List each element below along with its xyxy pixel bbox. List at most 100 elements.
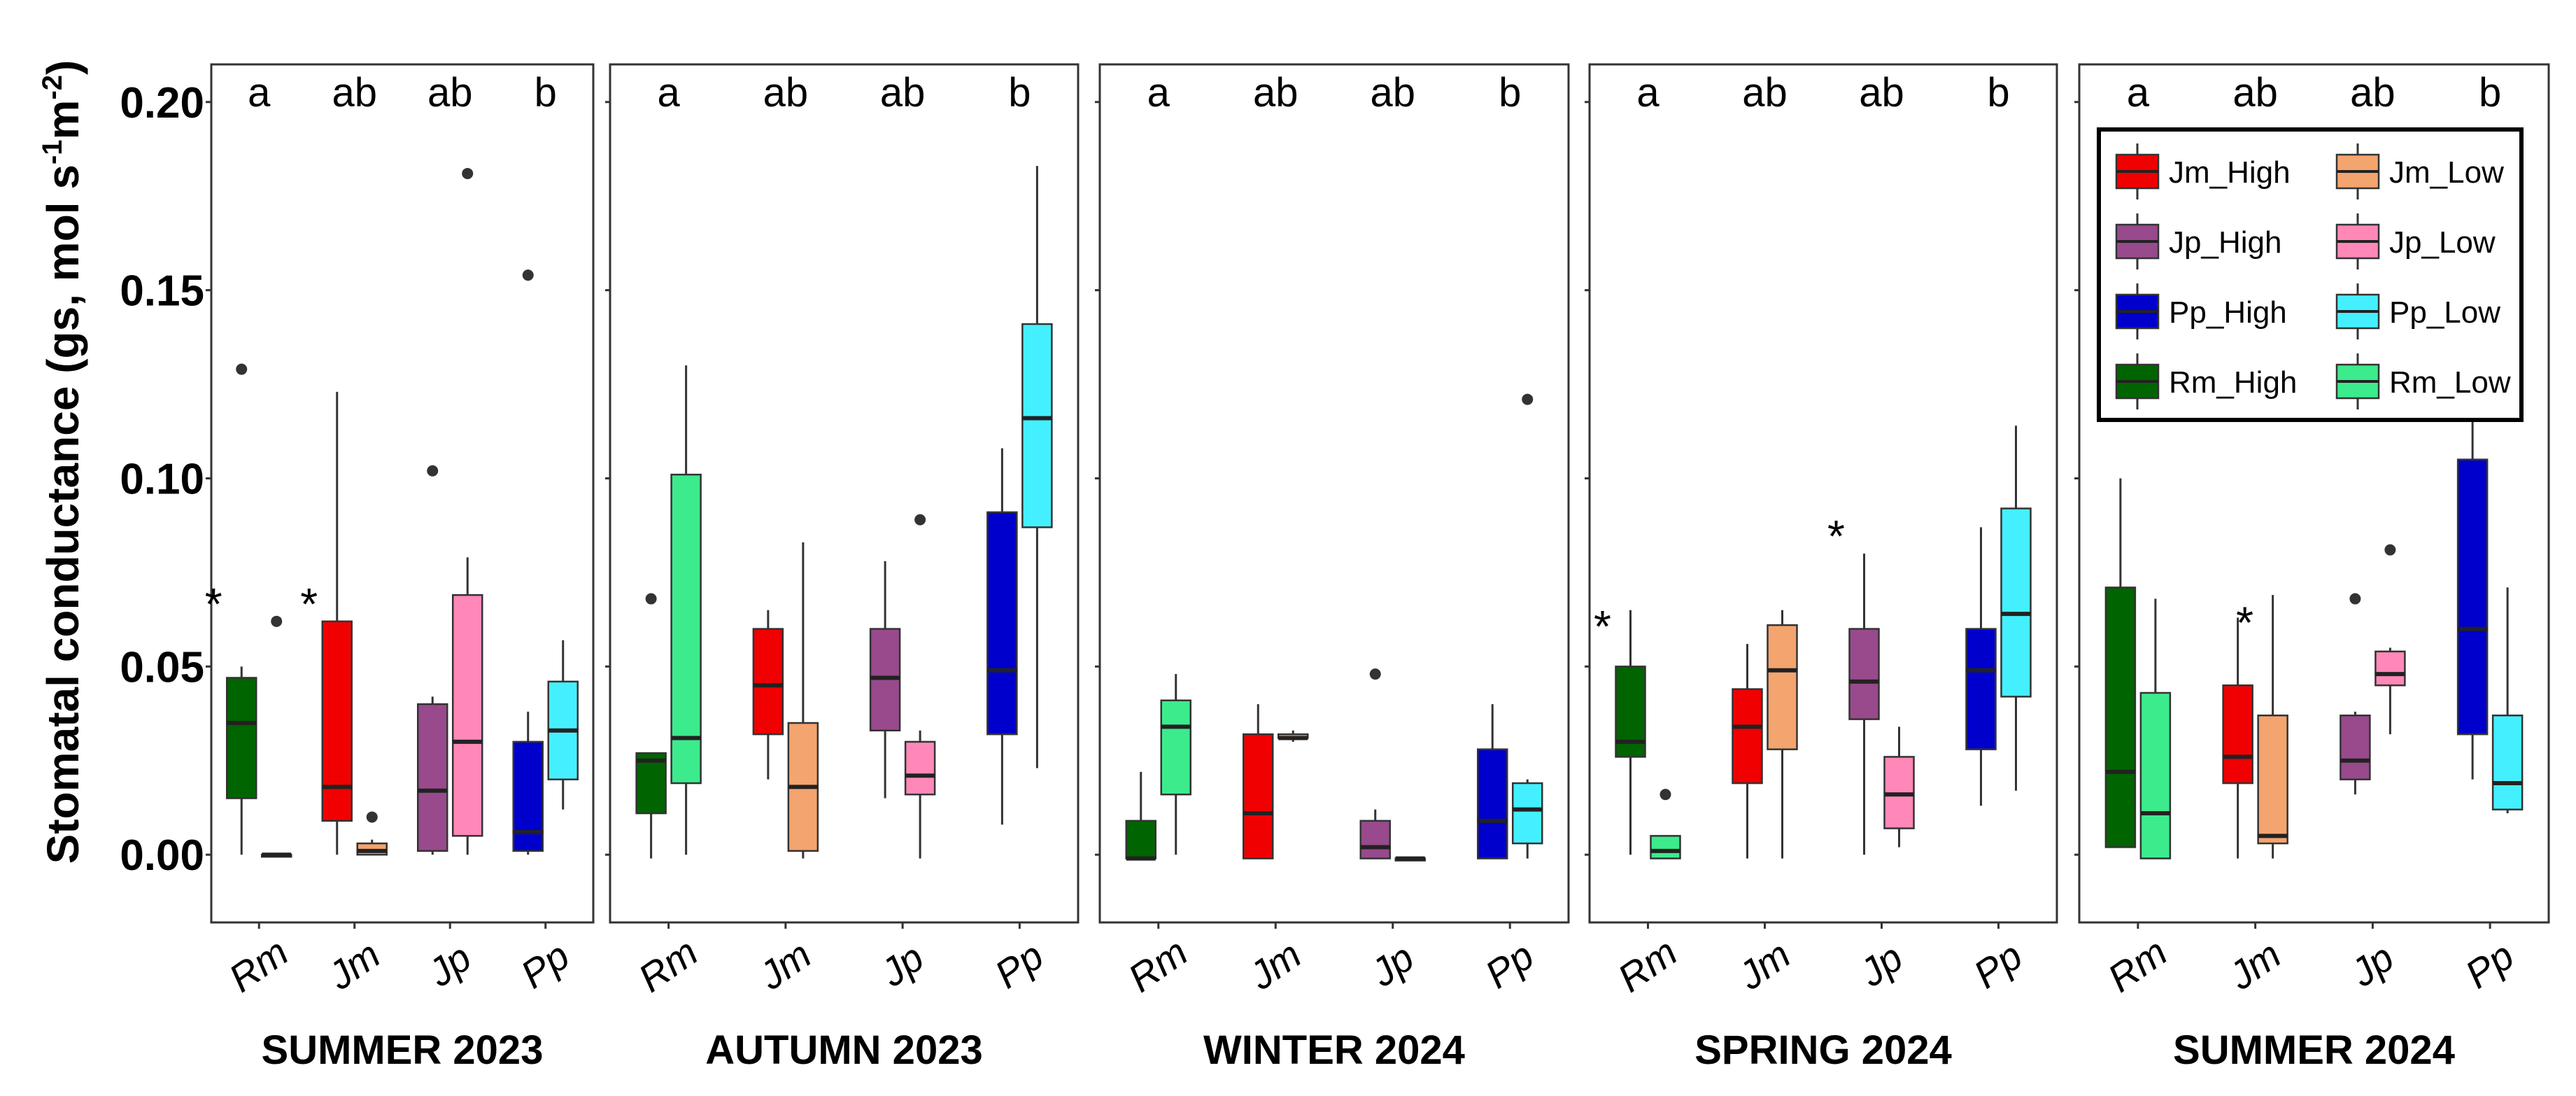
- box-body: [1021, 323, 1053, 528]
- legend-label: Jm_High: [2169, 155, 2291, 190]
- box-body: [512, 740, 544, 852]
- x-tick-label: Jm: [2220, 932, 2288, 999]
- panel-spring-2024: Rm a Jm ab Jp ab Pp b * * SPRING 2024: [1585, 63, 2058, 1073]
- box-body: [904, 740, 936, 796]
- outlier-point: [271, 615, 283, 627]
- box-rm-high: [226, 363, 257, 855]
- season-label: WINTER 2024: [1203, 1027, 1465, 1073]
- y-axis-label-end: ): [38, 60, 88, 75]
- season-label: SPRING 2024: [1694, 1027, 1952, 1073]
- significance-asterisk: *: [2236, 598, 2253, 648]
- legend-item-pp-high: Pp_High: [2115, 283, 2287, 339]
- outlier-point: [2349, 593, 2361, 605]
- significance-letter: a: [1147, 70, 1170, 115]
- box-jp-high: [2340, 593, 2371, 795]
- legend-item-jp-low: Jp_Low: [2335, 213, 2496, 269]
- box-jm-high: [752, 610, 784, 780]
- box-pp-high: [986, 448, 1018, 825]
- box-pp-low: [2000, 426, 2032, 791]
- x-tick-label: Rm: [2100, 929, 2174, 1001]
- significance-asterisk: *: [1827, 511, 1845, 561]
- y-tick-label: 0.05: [120, 643, 204, 691]
- y-axis-label-text: Stomatal conductance (gs, mol s: [38, 164, 88, 864]
- outlier-point: [2384, 544, 2396, 556]
- outlier-point: [1659, 789, 1671, 801]
- box-body: [2340, 715, 2371, 780]
- y-tick-label: 0.10: [120, 455, 204, 503]
- box-rm-high: [1125, 771, 1156, 861]
- box-jm-low: [356, 811, 388, 856]
- box-body: [2375, 650, 2406, 687]
- box-body: [226, 677, 257, 799]
- legend-label: Jp_High: [2169, 225, 2281, 260]
- significance-asterisk: *: [1594, 601, 1611, 652]
- significance-letter: ab: [763, 70, 809, 115]
- outlier-point: [1522, 393, 1534, 405]
- box-jp-high: [869, 561, 901, 799]
- box-jp-low: [1883, 726, 1915, 848]
- legend-frame: [2097, 127, 2524, 422]
- outlier-point: [427, 465, 439, 477]
- significance-letter: b: [535, 70, 557, 115]
- box-rm-low: [670, 365, 702, 855]
- box-body: [752, 628, 784, 736]
- outlier-point: [366, 811, 378, 823]
- box-pp-low: [1512, 393, 1543, 859]
- box-body: [1732, 688, 1763, 785]
- x-tick-label: Pp: [2457, 933, 2521, 997]
- legend-label: Jm_Low: [2389, 155, 2504, 190]
- box-body: [1512, 782, 1543, 845]
- season-label: SUMMER 2024: [2173, 1027, 2455, 1073]
- x-tick-label: Pp: [513, 933, 577, 997]
- y-axis-label-sup1: -1: [37, 139, 68, 164]
- box-pp-high: [512, 269, 544, 855]
- box-pp-low: [1021, 166, 1053, 768]
- panel-autumn-2023: Rm a Jm ab Jp ab Pp b AUTUMN 2023: [605, 63, 1080, 1073]
- x-tick-label: Jp: [419, 935, 479, 995]
- x-tick-label: Jp: [872, 935, 931, 995]
- significance-letter: a: [248, 70, 271, 115]
- outlier-point: [462, 167, 474, 179]
- x-tick-label: Jm: [1729, 932, 1798, 999]
- legend-item-pp-low: Pp_Low: [2335, 283, 2500, 339]
- y-axis-label-sup2: -2: [37, 75, 68, 100]
- panel-winter-2024: Rm a Jm ab Jp ab Pp b WINTER 2024: [1095, 63, 1570, 1073]
- x-tick-label: Jp: [1851, 935, 1911, 995]
- legend-item-jp-high: Jp_High: [2115, 213, 2281, 269]
- legend: Jm_High Jm_Low Jp_High Jp_Low Pp_High Pp_Low R…: [2097, 127, 2524, 422]
- significance-letter: ab: [332, 70, 377, 115]
- outlier-point: [914, 514, 926, 526]
- x-tick-label: Jm: [751, 932, 819, 999]
- significance-letter: ab: [1859, 70, 1904, 115]
- significance-letter: b: [1499, 70, 1521, 115]
- y-tick-label: 0.00: [120, 831, 204, 880]
- panel-frame: [1588, 63, 2058, 924]
- box-jm-high: [321, 391, 353, 855]
- box-jm-low: [2257, 595, 2288, 859]
- box-rm-high: [2104, 478, 2137, 848]
- y-tick-label: 0.15: [120, 267, 204, 316]
- box-jm-low: [1767, 610, 1798, 859]
- box-rm-low: [261, 615, 292, 858]
- box-body: [2456, 458, 2489, 736]
- x-tick-label: Pp: [1477, 933, 1541, 997]
- box-body: [2257, 715, 2288, 845]
- box-body: [2139, 691, 2172, 859]
- box-jp-high: [1848, 554, 1880, 855]
- box-jm-high: [1243, 704, 1274, 859]
- significance-letter: a: [1636, 70, 1659, 115]
- significance-letter: ab: [2232, 70, 2278, 115]
- x-tick-label: Pp: [986, 933, 1051, 997]
- legend-label: Pp_High: [2169, 295, 2287, 330]
- box-pp-low: [547, 640, 579, 810]
- box-jp-low: [1394, 856, 1426, 862]
- box-jp-low: [2375, 544, 2406, 735]
- box-body: [2222, 684, 2253, 785]
- box-body: [2000, 507, 2032, 698]
- x-tick-label: Rm: [221, 929, 296, 1001]
- legend-item-jm-low: Jm_Low: [2335, 143, 2504, 199]
- legend-label: Rm_High: [2169, 365, 2297, 400]
- box-jm-low: [787, 542, 819, 859]
- legend-label: Jp_Low: [2389, 225, 2496, 260]
